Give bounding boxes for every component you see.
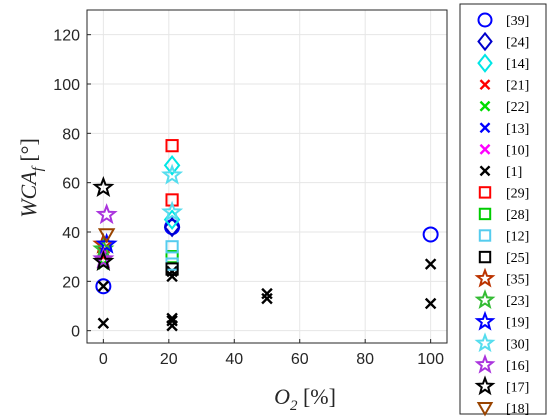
- legend-marker: [479, 79, 491, 91]
- legend-marker: [474, 310, 496, 331]
- data-point: [97, 228, 116, 244]
- legend-label: [18]: [506, 402, 529, 417]
- data-point: [97, 280, 110, 293]
- legend-label: [30]: [506, 337, 529, 352]
- x-label-subscript: 2: [290, 398, 298, 414]
- legend-label: [23]: [506, 294, 529, 309]
- legend-label: [22]: [506, 100, 529, 115]
- y-tick-label: 40: [62, 225, 80, 242]
- data-point: [97, 317, 110, 330]
- y-tick-label: 120: [53, 28, 80, 45]
- data-point: [92, 249, 115, 271]
- legend-marker: [476, 402, 494, 417]
- data-point: [161, 200, 184, 222]
- data-point: [422, 226, 439, 243]
- data-point: [161, 163, 184, 185]
- legend-marker: [477, 31, 493, 52]
- x-tick-label: 100: [417, 351, 444, 368]
- y-tick-label: 100: [53, 77, 80, 94]
- x-tick-label: 60: [291, 351, 309, 368]
- legend-marker: [479, 100, 491, 112]
- legend-label: [29]: [506, 186, 529, 201]
- y-tick-label: 20: [62, 274, 80, 291]
- data-point: [165, 240, 179, 254]
- legend-label: [10]: [506, 143, 529, 158]
- data-point: [95, 232, 118, 254]
- legend-marker: [474, 375, 496, 396]
- legend-marker: [478, 229, 492, 242]
- y-tick-label: 0: [71, 324, 80, 341]
- legend-label: [17]: [506, 380, 529, 395]
- data-point: [166, 312, 178, 325]
- legend-label: [14]: [506, 57, 529, 72]
- legend-label: [35]: [506, 273, 529, 288]
- data-point: [92, 175, 115, 197]
- y-tick-label: 80: [62, 126, 80, 143]
- data-point: [163, 155, 181, 176]
- legend-marker: [479, 143, 491, 155]
- x-tick-label: 80: [356, 351, 374, 368]
- legend-label: [39]: [506, 14, 529, 29]
- legend-marker: [479, 122, 491, 134]
- legend-label: [12]: [506, 230, 529, 245]
- legend-marker: [478, 186, 492, 199]
- x-tick-label: 0: [99, 351, 108, 368]
- x-axis-label: O2 [%]: [274, 384, 336, 414]
- y-label-main: WCA: [16, 171, 41, 218]
- data-point: [95, 203, 118, 225]
- legend-label: [19]: [506, 316, 529, 331]
- legend-label: [25]: [506, 251, 529, 266]
- data-point: [95, 278, 112, 295]
- data-point: [261, 287, 273, 300]
- legend-marker: [474, 267, 496, 288]
- data-point: [424, 258, 437, 270]
- y-tick-label: 60: [62, 176, 80, 193]
- data-point: [92, 247, 115, 269]
- data-points: [92, 139, 439, 332]
- plot-frame: [86, 9, 448, 344]
- data-point: [165, 250, 179, 264]
- legend-label: [24]: [506, 36, 529, 51]
- data-point: [166, 315, 178, 327]
- legend-label: [28]: [506, 208, 529, 223]
- legend-marker: [477, 53, 493, 73]
- x-label-main: O: [274, 384, 290, 409]
- x-tick-label: 40: [225, 351, 243, 368]
- legend-label: [16]: [506, 359, 529, 374]
- legend-label: [13]: [506, 122, 529, 137]
- legend-marker: [479, 165, 491, 177]
- legend-marker: [474, 353, 496, 374]
- y-label-unit: [°]: [16, 138, 41, 167]
- legend-entries: [39] [24] [14] [21] [22] [13] [10] [1] [29] [28] […: [474, 12, 529, 417]
- legend-label: [1]: [506, 165, 522, 180]
- legend-marker: [478, 207, 492, 221]
- legend-marker: [478, 250, 492, 264]
- y-label-subscript: f: [30, 165, 46, 171]
- data-point: [165, 262, 179, 276]
- x-label-unit: [%]: [297, 384, 335, 409]
- legend: [459, 3, 547, 415]
- legend-marker: [474, 289, 496, 310]
- y-axis-label: WCAf [°]: [16, 138, 46, 218]
- legend-label: [21]: [506, 79, 529, 94]
- axis-ticks: 0 20 40 60 80 100 0 20 40 60 80 100 120: [53, 28, 444, 368]
- data-point: [424, 297, 437, 310]
- x-tick-label: 20: [160, 351, 178, 368]
- legend-marker: [474, 332, 496, 353]
- legend-marker: [477, 12, 493, 28]
- data-point: [165, 139, 179, 153]
